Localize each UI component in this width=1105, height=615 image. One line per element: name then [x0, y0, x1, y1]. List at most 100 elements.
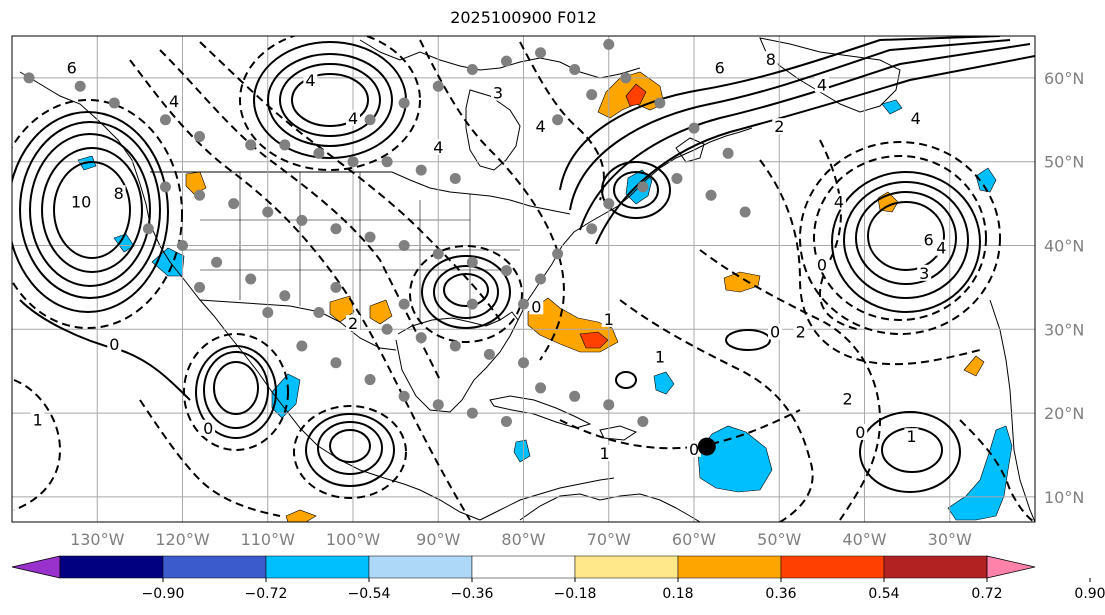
contour-high-atlantic-3: [843, 181, 969, 299]
contour-label-9: 3: [493, 84, 503, 103]
contour-label-bg-26: [529, 298, 544, 315]
lon-tick-label-10: 30°W: [928, 530, 972, 549]
station-dot-17: [330, 223, 342, 235]
coastline-africa: [989, 299, 1035, 522]
station-dot-30: [381, 323, 393, 335]
station-dot-21: [466, 256, 478, 268]
coastline-hudson-bay: [465, 89, 521, 171]
station-dot-34: [518, 357, 529, 369]
contour-label-bg-17: [831, 193, 846, 210]
contour-low-labrador-1: [613, 171, 659, 209]
station-dot-66: [398, 390, 410, 402]
colorbar-bin-1: [162, 555, 267, 579]
contour-high-atlantic-4: [831, 171, 981, 313]
colorbar-tick-label-9: 0.90: [1074, 586, 1105, 602]
contour-label-8: 2: [348, 314, 358, 333]
station-dot-41: [518, 298, 529, 310]
contour-trough-1: [559, 36, 1001, 191]
station-dot-11: [449, 172, 461, 184]
station-dot-24: [177, 239, 188, 251]
station-dot-48: [620, 72, 632, 84]
contour-label-bg-25: [601, 310, 616, 327]
dashed-contour-ring-canada: [239, 36, 421, 171]
station-dot-4: [194, 131, 206, 143]
contour-label-12: 8: [766, 50, 776, 69]
contour-label-3: 4: [348, 109, 358, 128]
station-dot-22: [500, 265, 512, 277]
dashed-contour-east-edge: [959, 419, 1035, 522]
station-dot-3: [159, 114, 171, 126]
station-dot-6: [279, 139, 291, 151]
station-dot-38: [330, 281, 342, 293]
station-dot-33: [483, 348, 495, 360]
dashed-contour-5: [519, 41, 605, 201]
station-dot-32: [449, 340, 461, 352]
colorbar-bin-8: [883, 555, 988, 579]
contour-label-21: 0: [817, 255, 827, 274]
contour-high-pacific-3: [29, 133, 151, 287]
contour-label-20: 3: [919, 264, 929, 283]
contour-low-baja-1: [213, 361, 259, 415]
contour-label-24: 1: [655, 348, 665, 367]
station-dot-63: [296, 340, 308, 352]
station-dot-43: [586, 223, 598, 235]
longitude-labels: 130°W 120°W 110°W 100°W 90°W 80°W 70°W 60°W 50°W…: [70, 530, 972, 549]
station-dot-61: [569, 64, 581, 76]
station-dot-60: [535, 47, 547, 59]
lon-tick-label-8: 50°W: [757, 530, 801, 549]
contour-label-bg-28: [853, 424, 868, 441]
station-dot-31: [415, 332, 427, 344]
lon-tick-label-5: 80°W: [501, 530, 545, 549]
contour-label-bg-20: [917, 264, 932, 281]
contour-low-mexico-2: [317, 421, 383, 475]
contour-label-26: 0: [531, 297, 541, 316]
contour-high-pacific-1: [53, 161, 131, 259]
contour-gyre-southeast-2: [433, 265, 499, 319]
station-dot-46: [552, 114, 564, 126]
station-dot-2: [108, 97, 120, 109]
contour-label-bg-14: [814, 76, 829, 93]
contour-trough-3: [579, 43, 1031, 231]
contour-low-canada-2: [279, 63, 381, 137]
contour-high-atlantic-2: [855, 191, 957, 285]
colorbar-tick-labels: −0.90 −0.72 −0.54 −0.36 −0.18 0.18 0.36 0.54 0.7…: [142, 586, 1105, 602]
contour-label-bg-16: [772, 118, 787, 135]
orange-shade-mexico: [285, 509, 317, 522]
station-dot-39: [398, 298, 410, 310]
lon-tick-label-4: 90°W: [416, 530, 460, 549]
contour-high-pacific-5: [12, 111, 169, 313]
station-dot-65: [364, 374, 376, 386]
station-dot-64: [330, 357, 342, 369]
contour-label-17: 4: [834, 193, 844, 212]
station-dot-62: [603, 38, 615, 50]
lon-tick-label-7: 60°W: [672, 530, 716, 549]
station-dot-44: [603, 198, 615, 210]
station-dot-67: [432, 399, 444, 411]
station-dot-53: [705, 189, 717, 201]
contour-label-28: 0: [855, 423, 865, 442]
station-dot-19: [398, 239, 410, 251]
colorbar-bin-6: [677, 555, 782, 579]
lat-tick-label-1: 20°N: [1044, 404, 1084, 423]
colorbar-bin-5: [574, 555, 679, 579]
contour-label-32: 0: [203, 419, 213, 438]
station-dot-9: [381, 156, 393, 168]
red-shade-atlantic: [579, 331, 609, 349]
contour-label-bg-24: [652, 348, 667, 365]
lon-tick-label-6: 70°W: [587, 530, 631, 549]
contour-label-bg-32: [201, 419, 216, 436]
latitude-labels: 10°N 20°N 30°N 40°N 50°N 60°N: [1044, 69, 1084, 507]
colorbar-bin-0: [59, 555, 164, 579]
station-dot-51: [722, 147, 734, 159]
contour-label-bg-4: [68, 193, 93, 210]
contour-high-pacific-2: [41, 147, 143, 273]
contour-gyre-southeast-3: [421, 255, 511, 329]
contour-atlantic-small-2: [615, 371, 637, 389]
colorbar-extend-low: [11, 555, 61, 579]
station-dot-59: [500, 55, 512, 67]
contour-label-bg-31: [597, 444, 612, 461]
colorbar-tick-label-3: −0.36: [451, 586, 494, 602]
blue-shade-mexico-coast: [271, 373, 301, 419]
map-title: 2025100900 F012: [450, 8, 597, 27]
station-dot-25: [211, 256, 223, 268]
